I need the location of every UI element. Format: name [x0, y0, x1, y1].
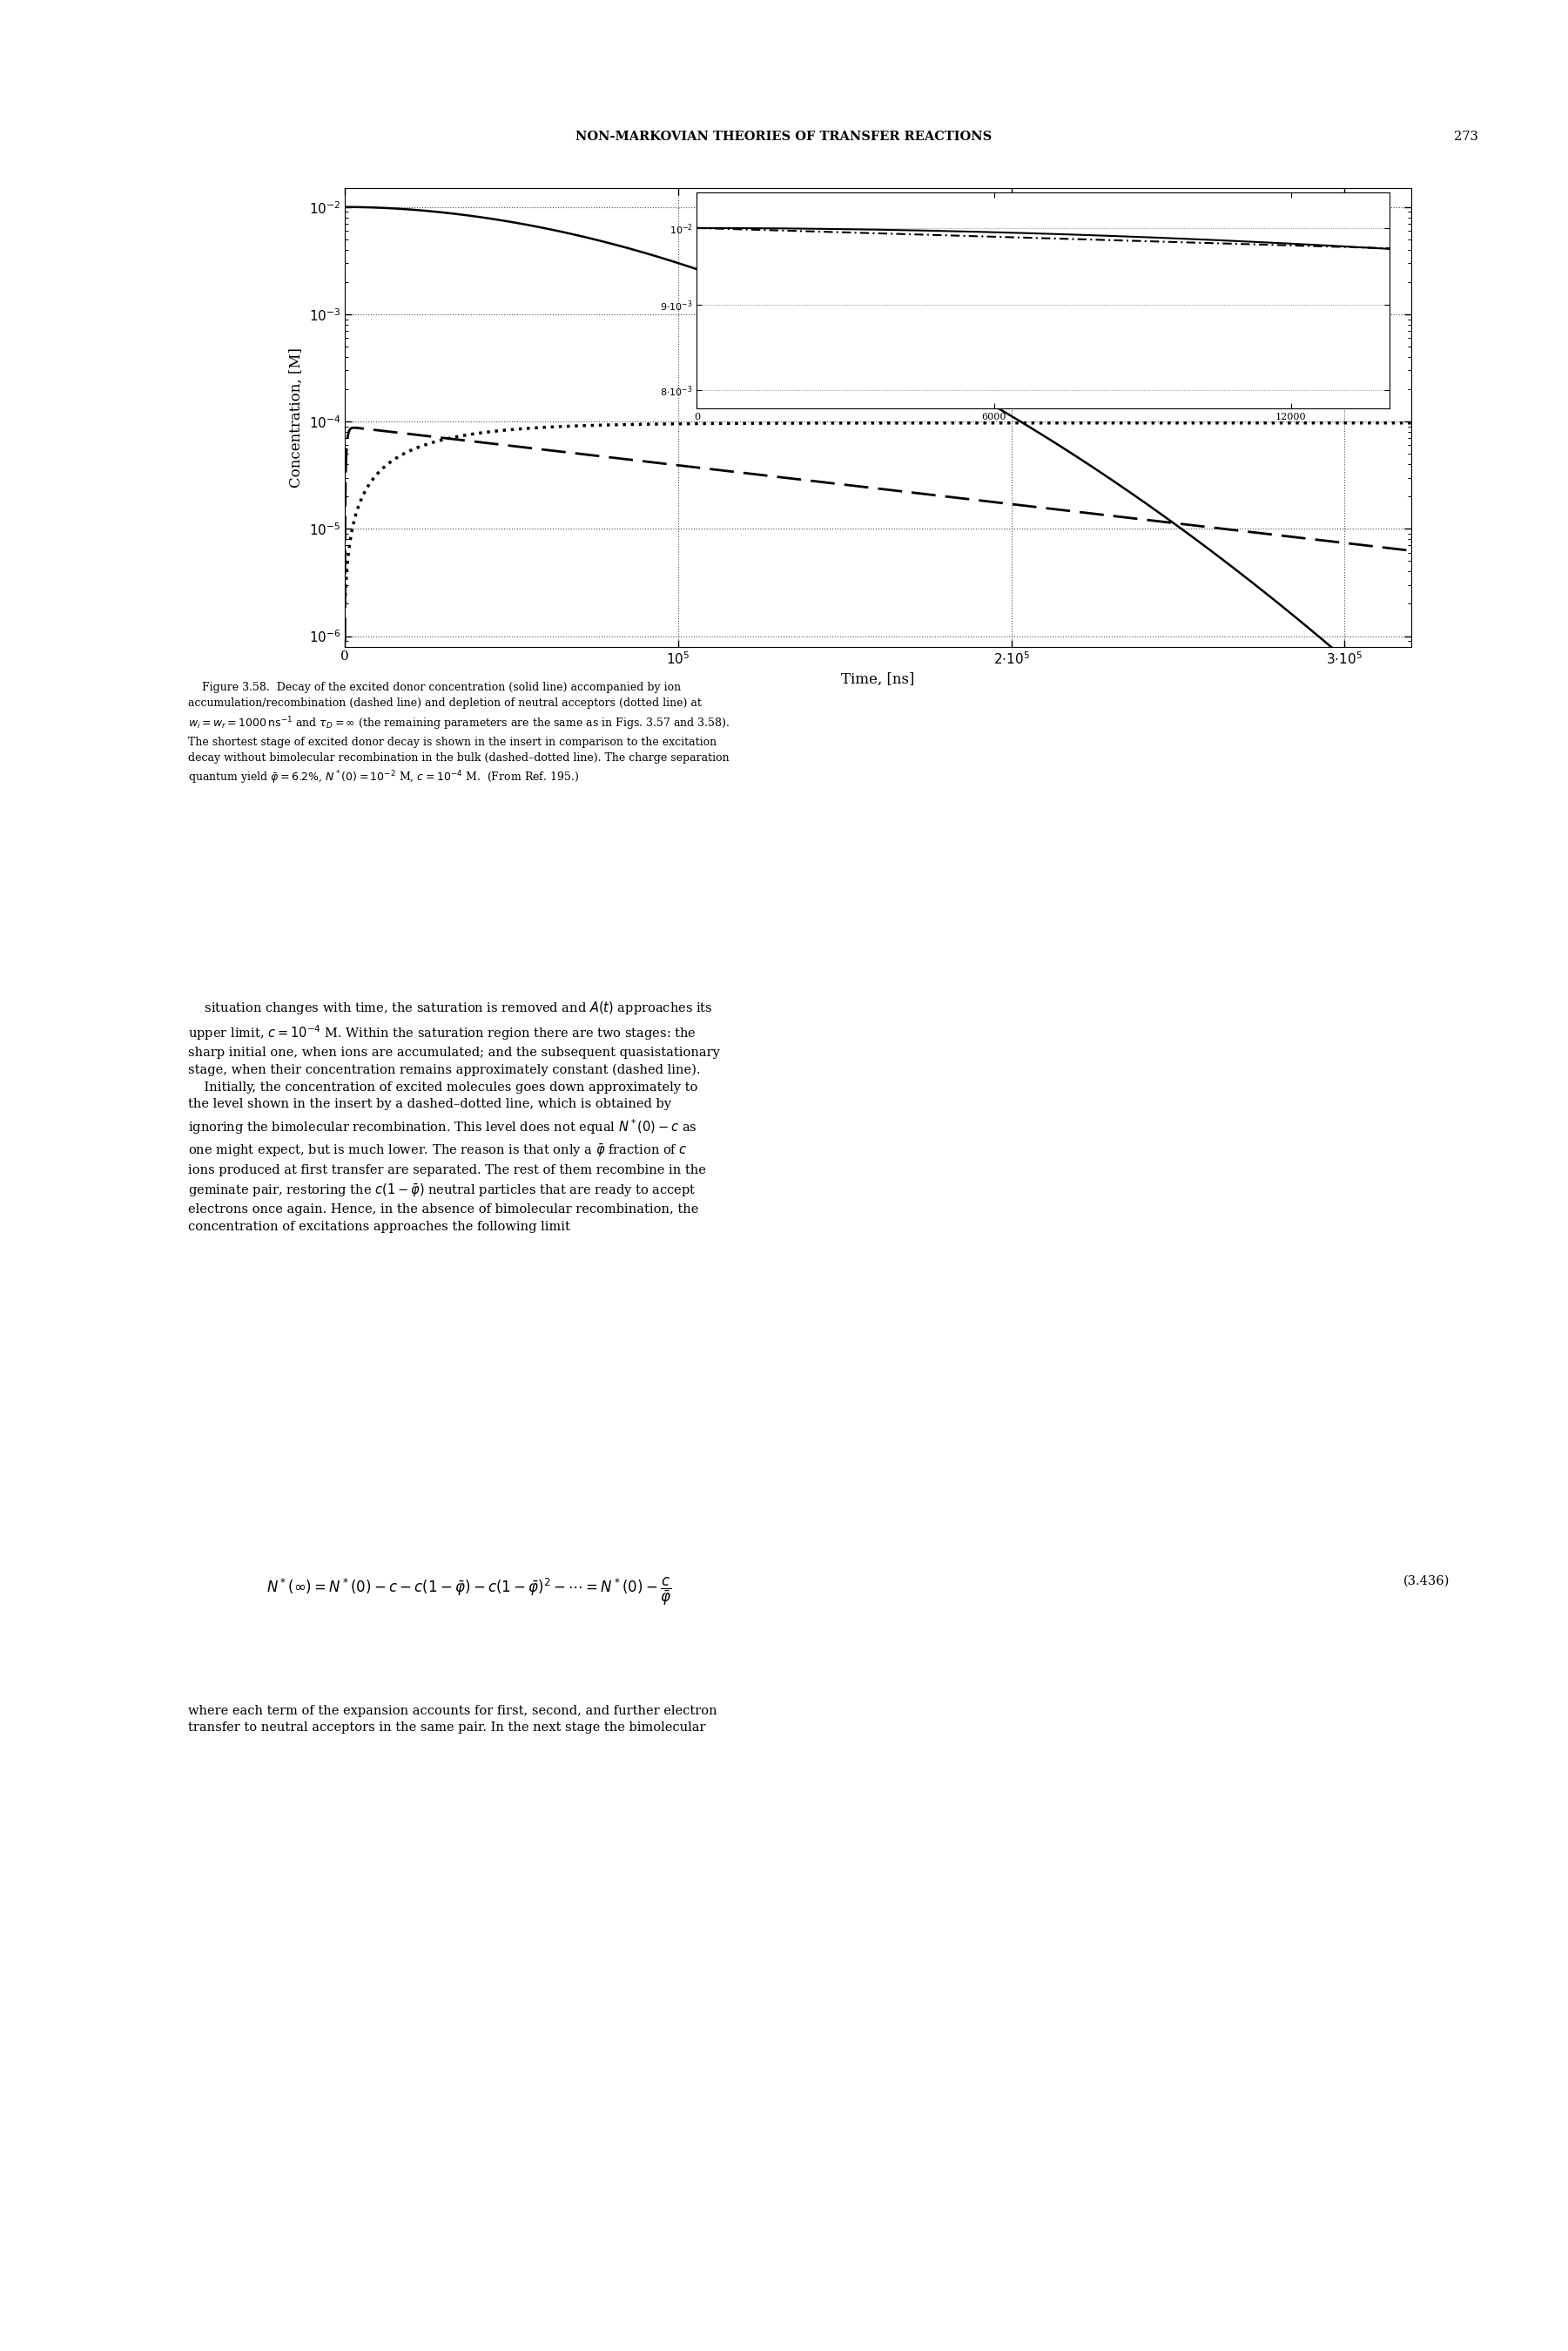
Text: (3.436): (3.436)	[1403, 1575, 1450, 1587]
Text: situation changes with time, the saturation is removed and $A(t)$ approaches its: situation changes with time, the saturat…	[188, 999, 720, 1251]
Text: $N^*(\infty) = N^*(0) - c - c(1-\bar{\varphi}) - c(1-\bar{\varphi})^2 - \cdots =: $N^*(\infty) = N^*(0) - c - c(1-\bar{\va…	[267, 1575, 671, 1608]
Text: Figure 3.58.  Decay of the excited donor concentration (solid line) accompanied : Figure 3.58. Decay of the excited donor …	[188, 682, 729, 785]
Text: where each term of the expansion accounts for first, second, and further electro: where each term of the expansion account…	[188, 1704, 717, 1733]
Text: 273: 273	[1454, 129, 1479, 143]
Y-axis label: Concentration, [M]: Concentration, [M]	[289, 348, 304, 487]
X-axis label: Time, [ns]: Time, [ns]	[842, 672, 914, 686]
Text: NON-MARKOVIAN THEORIES OF TRANSFER REACTIONS: NON-MARKOVIAN THEORIES OF TRANSFER REACT…	[575, 129, 993, 143]
